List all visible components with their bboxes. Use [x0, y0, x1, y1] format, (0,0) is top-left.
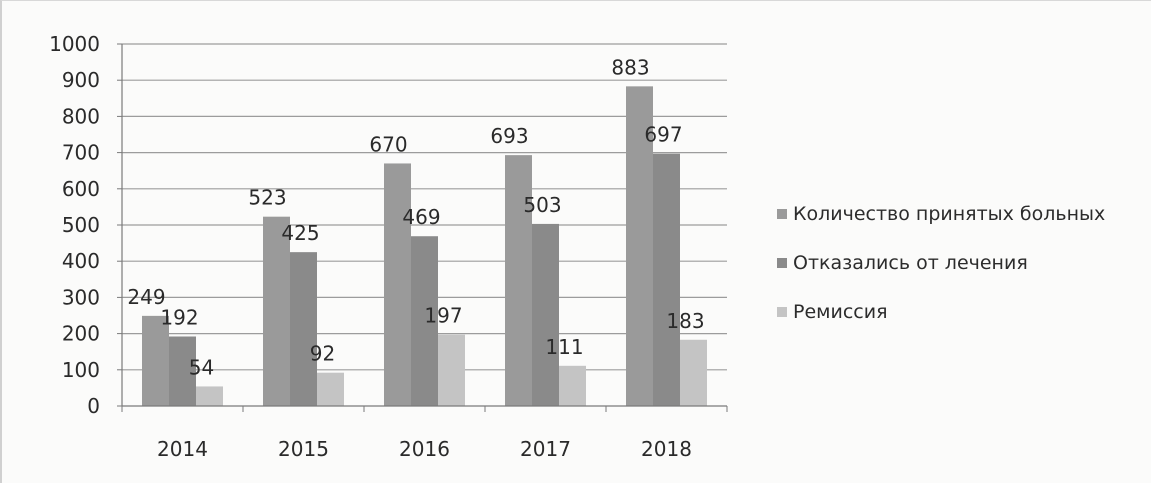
y-tick-label: 900 — [62, 68, 100, 92]
y-tick-label: 500 — [62, 213, 100, 237]
bar — [196, 386, 223, 406]
y-tick-label: 0 — [87, 394, 100, 418]
grid-lines — [122, 43, 727, 371]
data-label: 697 — [644, 123, 682, 147]
data-label: 693 — [490, 124, 528, 148]
data-label: 111 — [545, 335, 583, 359]
legend-swatch-refused — [777, 257, 787, 268]
axes — [117, 43, 728, 412]
bar — [263, 216, 290, 406]
data-label: 883 — [611, 55, 649, 79]
legend-label-admitted: Количество принятых больных — [793, 202, 1106, 225]
legend-item-remission: Ремиссия — [777, 287, 1147, 336]
bar — [626, 86, 653, 406]
bar — [438, 334, 465, 406]
y-tick-label: 1000 — [49, 32, 100, 56]
bar — [653, 153, 680, 406]
data-label: 670 — [369, 132, 407, 156]
bars — [142, 86, 707, 406]
x-axis-tick-labels: 2014 2015 2016 2017 2018 — [157, 437, 692, 461]
data-label: 523 — [248, 186, 286, 210]
legend-label-refused: Отказались от лечения — [793, 251, 1028, 274]
x-tick-label: 2014 — [157, 437, 208, 461]
y-axis-tick-labels: 0 100 200 300 400 500 600 700 800 900 1000 — [49, 32, 100, 418]
y-tick-label: 100 — [62, 358, 100, 382]
data-label: 469 — [402, 205, 440, 229]
data-label: 92 — [310, 342, 335, 366]
bar — [559, 365, 586, 406]
data-label: 197 — [424, 304, 462, 328]
data-label: 503 — [523, 193, 561, 217]
data-label: 425 — [281, 221, 319, 245]
legend-swatch-admitted — [777, 208, 787, 219]
x-tick-label: 2017 — [520, 437, 571, 461]
bar — [680, 339, 707, 406]
bar — [411, 236, 438, 406]
bar — [169, 336, 196, 406]
y-tick-label: 700 — [62, 141, 100, 165]
legend: Количество принятых больных Отказались о… — [777, 189, 1147, 336]
y-tick-label: 600 — [62, 177, 100, 201]
legend-swatch-remission — [777, 306, 787, 317]
y-tick-label: 300 — [62, 285, 100, 309]
data-label: 54 — [189, 355, 214, 379]
bar — [384, 163, 411, 406]
x-tick-label: 2018 — [641, 437, 692, 461]
data-label: 183 — [666, 309, 704, 333]
bar — [317, 372, 344, 406]
legend-label-remission: Ремиссия — [793, 300, 888, 323]
y-tick-label: 200 — [62, 322, 100, 346]
bar — [532, 223, 559, 406]
bar — [505, 155, 532, 406]
x-tick-label: 2015 — [278, 437, 329, 461]
legend-item-refused: Отказались от лечения — [777, 238, 1147, 287]
legend-item-admitted: Количество принятых больных — [777, 189, 1147, 238]
bar — [142, 315, 169, 406]
x-tick-label: 2016 — [399, 437, 450, 461]
data-label: 249 — [127, 285, 165, 309]
y-tick-label: 400 — [62, 249, 100, 273]
y-tick-label: 800 — [62, 104, 100, 128]
bar — [290, 252, 317, 406]
data-label: 192 — [160, 305, 198, 329]
